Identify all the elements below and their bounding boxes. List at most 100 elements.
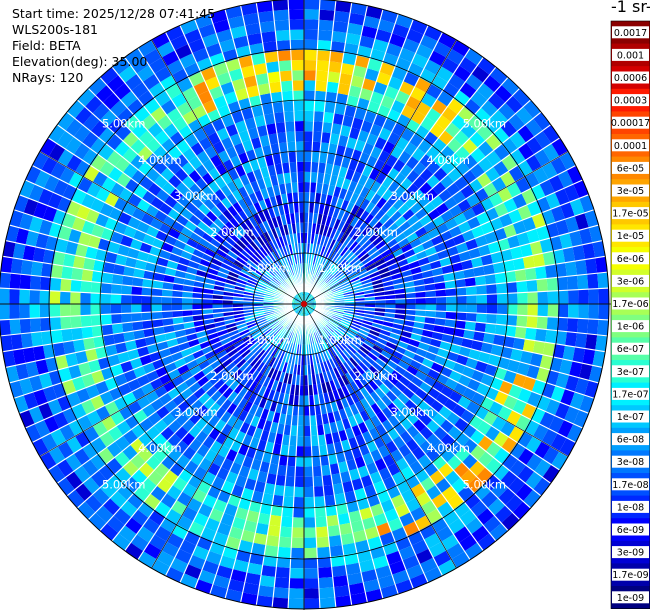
range-gate bbox=[395, 308, 406, 315]
ray-gap bbox=[315, 305, 606, 353]
range-gate bbox=[282, 235, 289, 246]
range-gate bbox=[70, 315, 82, 329]
range-gate bbox=[372, 344, 384, 354]
range-gate bbox=[424, 188, 439, 202]
range-gate bbox=[560, 388, 575, 406]
range-gate bbox=[113, 508, 132, 526]
range-gate bbox=[23, 392, 39, 410]
range-gate bbox=[322, 122, 333, 134]
range-gate bbox=[423, 220, 437, 233]
range-gate bbox=[262, 41, 278, 53]
range-gate bbox=[385, 550, 403, 566]
range-gate bbox=[405, 292, 416, 299]
range-gate bbox=[508, 208, 523, 224]
range-gate bbox=[225, 58, 241, 72]
range-gate bbox=[184, 220, 198, 232]
range-gate bbox=[512, 501, 531, 520]
range-gate bbox=[443, 272, 455, 282]
range-gate bbox=[514, 269, 527, 282]
range-gate bbox=[595, 334, 608, 352]
range-gate bbox=[192, 349, 205, 360]
range-gate bbox=[348, 240, 359, 252]
range-gate bbox=[271, 217, 279, 229]
range-gate bbox=[500, 346, 513, 360]
range-gate bbox=[369, 329, 380, 338]
range-gate bbox=[220, 224, 233, 236]
range-gate bbox=[221, 240, 233, 251]
range-gate bbox=[168, 419, 182, 434]
range-gate bbox=[71, 216, 86, 232]
range-gate bbox=[300, 364, 304, 376]
range-gate bbox=[279, 316, 289, 324]
range-gate bbox=[56, 459, 74, 478]
range-gate bbox=[406, 214, 420, 227]
ring-label: 1.00km bbox=[318, 333, 361, 347]
ray-gap bbox=[314, 308, 577, 443]
ray-gap bbox=[314, 308, 583, 429]
range-gate bbox=[526, 364, 540, 380]
range-gate bbox=[406, 28, 424, 44]
ray-gap bbox=[308, 25, 429, 294]
range-gate bbox=[110, 231, 124, 245]
range-gate bbox=[50, 161, 67, 180]
range-gate bbox=[329, 369, 338, 380]
range-gate bbox=[165, 566, 185, 583]
range-gate bbox=[117, 351, 130, 364]
range-gate bbox=[180, 387, 194, 400]
range-gate bbox=[490, 480, 508, 499]
range-gate bbox=[28, 406, 44, 424]
range-gate bbox=[496, 304, 508, 315]
range-gate bbox=[393, 185, 406, 199]
range-gate bbox=[492, 334, 505, 347]
range-gate bbox=[340, 320, 351, 328]
range-gate bbox=[559, 233, 573, 249]
ring-label: 3.00km bbox=[390, 405, 433, 419]
range-gate bbox=[327, 249, 335, 260]
range-gate bbox=[341, 318, 352, 325]
range-gate bbox=[406, 365, 419, 376]
range-gate bbox=[508, 384, 523, 400]
range-gate bbox=[480, 373, 494, 387]
range-gate bbox=[334, 103, 347, 116]
range-gate bbox=[405, 497, 421, 513]
ray bbox=[304, 304, 443, 583]
range-gate bbox=[229, 332, 241, 341]
range-gate bbox=[339, 522, 353, 535]
range-gate bbox=[337, 512, 351, 525]
range-gate bbox=[38, 219, 53, 236]
range-gate bbox=[188, 381, 202, 394]
range-gate bbox=[151, 296, 162, 304]
range-gate bbox=[373, 512, 388, 527]
range-gate bbox=[257, 211, 267, 223]
range-gate bbox=[115, 467, 132, 484]
range-gate bbox=[361, 569, 378, 583]
range-gate bbox=[284, 279, 292, 289]
range-gate bbox=[361, 225, 372, 236]
range-gate bbox=[228, 68, 244, 82]
range-gate bbox=[248, 192, 259, 205]
range-gate bbox=[542, 342, 555, 357]
ray-gap bbox=[313, 124, 552, 298]
range-gate bbox=[270, 251, 279, 262]
range-gate bbox=[81, 131, 99, 149]
range-gate bbox=[595, 256, 608, 274]
range-gate bbox=[365, 189, 376, 202]
range-gate bbox=[494, 272, 507, 284]
range-gate bbox=[338, 258, 348, 269]
range-gate bbox=[197, 335, 210, 345]
range-gate bbox=[441, 485, 458, 502]
range-gate bbox=[83, 337, 96, 351]
range-gate bbox=[365, 263, 377, 272]
range-gate bbox=[272, 276, 282, 285]
range-gate bbox=[154, 66, 172, 83]
range-gate bbox=[501, 137, 518, 155]
range-gate bbox=[537, 291, 549, 304]
range-gate bbox=[62, 379, 77, 396]
range-gate bbox=[285, 352, 291, 363]
range-gate bbox=[238, 55, 254, 69]
range-gate bbox=[181, 175, 196, 189]
range-gate bbox=[500, 171, 516, 188]
range-gate bbox=[97, 238, 111, 252]
range-gate bbox=[396, 258, 409, 268]
range-gate bbox=[545, 264, 557, 279]
